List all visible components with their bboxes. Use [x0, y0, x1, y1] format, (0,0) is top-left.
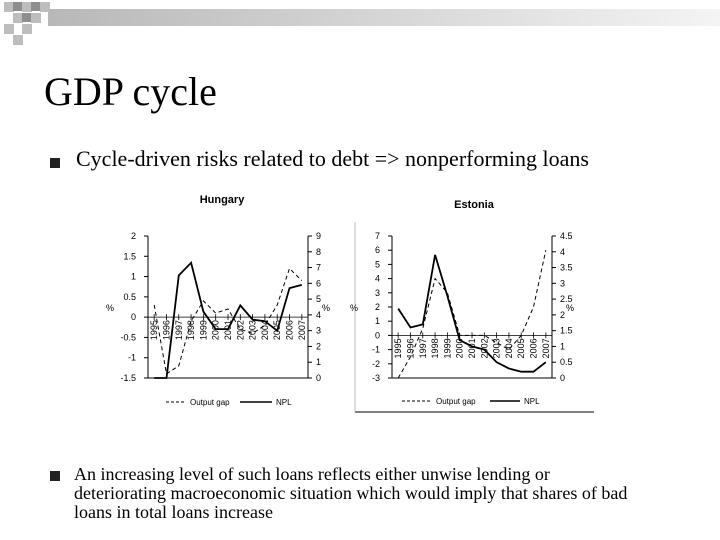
series-line-npl — [397, 254, 547, 373]
slide-title: GDP cycle — [44, 69, 217, 114]
x-tick-label: 2002 — [479, 338, 489, 358]
y-tick-label-left: -3 — [372, 373, 380, 383]
y-tick-label-left: 3 — [375, 288, 380, 298]
bullet-marker — [50, 158, 60, 168]
series-line-npl — [154, 261, 303, 379]
y-tick-label-right: 4 — [316, 310, 321, 320]
y-tick-label-left: 0.5 — [123, 292, 136, 302]
x-tick-label: 2007 — [541, 338, 551, 358]
y-tick-label-right: 1 — [560, 341, 565, 351]
y-tick-label-right: 2 — [316, 341, 321, 351]
x-tick-label: 2003 — [492, 338, 502, 358]
x-tick-label: 2002 — [235, 320, 245, 340]
y-tick-label-right: 8 — [316, 247, 321, 257]
y-tick-label-left: 1.5 — [123, 251, 136, 261]
y-tick-label-left: 6 — [375, 245, 380, 255]
y-tick-label-right: 0.5 — [560, 357, 573, 367]
x-tick-label: 2004 — [260, 320, 270, 340]
x-tick-label: 1995 — [149, 320, 159, 340]
x-tick-label: 1998 — [430, 338, 440, 358]
x-tick-label: 1999 — [198, 320, 208, 340]
y-tick-label-right: 2.5 — [560, 294, 573, 304]
x-tick-label: 2000 — [455, 338, 465, 358]
x-tick-label: 1996 — [405, 338, 415, 358]
x-tick-label: 1997 — [418, 338, 428, 358]
y-tick-label-left: 2 — [131, 231, 136, 241]
header-banner — [4, 2, 720, 45]
x-tick-label: 2006 — [529, 338, 539, 358]
y-tick-label-left: 2 — [375, 302, 380, 312]
y-tick-label-left: 1 — [131, 272, 136, 282]
x-tick-label: 2001 — [223, 320, 233, 340]
x-tick-label: 1995 — [393, 338, 403, 358]
y-tick-label-right: 1.5 — [560, 326, 573, 336]
legend-label: Output gap — [436, 397, 476, 406]
y-tick-label-right: 2 — [560, 310, 565, 320]
x-tick-label: 2007 — [297, 320, 307, 340]
bullet-text-2: An increasing level of such loans reflec… — [74, 464, 628, 522]
y-axis-label-left: % — [106, 303, 114, 313]
y-tick-label-left: -1 — [128, 353, 136, 363]
y-tick-label-right: 0 — [560, 373, 565, 383]
y-tick-label-left: 0 — [131, 312, 136, 322]
y-tick-label-right: 0 — [316, 373, 321, 383]
bullet-marker — [50, 471, 60, 481]
y-tick-label-left: -1 — [372, 345, 380, 355]
legend-label: Output gap — [190, 398, 230, 407]
y-tick-label-left: 1 — [375, 316, 380, 326]
legend-label: NPL — [276, 398, 292, 407]
y-axis-label-right: % — [566, 303, 574, 313]
y-tick-label-right: 3 — [316, 326, 321, 336]
x-tick-label: 2001 — [467, 338, 477, 358]
x-tick-label: 2004 — [504, 338, 514, 358]
y-tick-label-right: 3 — [560, 278, 565, 288]
chart-title: Estonia — [454, 199, 495, 211]
x-tick-label: 1996 — [161, 320, 171, 340]
y-tick-label-right: 9 — [316, 231, 321, 241]
y-tick-label-left: 0 — [375, 330, 380, 340]
y-tick-label-right: 3.5 — [560, 263, 573, 273]
y-tick-label-left: 5 — [375, 259, 380, 269]
x-tick-label: 1997 — [174, 320, 184, 340]
x-tick-label: 2003 — [248, 320, 258, 340]
y-tick-label-right: 7 — [316, 263, 321, 273]
y-tick-label-left: 7 — [375, 231, 380, 241]
series-line-output-gap — [153, 267, 303, 375]
y-axis-label-left: % — [350, 303, 358, 313]
y-tick-label-left: -2 — [372, 359, 380, 369]
x-tick-label: 1998 — [186, 320, 196, 340]
x-tick-label: 2000 — [211, 320, 221, 340]
legend-label: NPL — [524, 397, 540, 406]
y-tick-label-left: -0.5 — [120, 332, 136, 342]
y-tick-label-left: -1.5 — [120, 373, 136, 383]
y-axis-label-right: % — [322, 303, 330, 313]
bullet-text-1: Cycle-driven risks related to debt => no… — [76, 146, 589, 171]
y-tick-label-right: 4.5 — [560, 231, 573, 241]
series-line-output-gap — [397, 250, 547, 379]
y-tick-label-right: 5 — [316, 294, 321, 304]
x-tick-label: 2005 — [516, 338, 526, 358]
x-tick-label: 2006 — [285, 320, 295, 340]
y-tick-label-left: 4 — [375, 274, 380, 284]
y-tick-label-right: 1 — [316, 357, 321, 367]
y-tick-label-right: 4 — [560, 247, 565, 257]
chart-title: Hungary — [200, 194, 246, 206]
x-tick-label: 1999 — [442, 338, 452, 358]
y-tick-label-right: 6 — [316, 278, 321, 288]
